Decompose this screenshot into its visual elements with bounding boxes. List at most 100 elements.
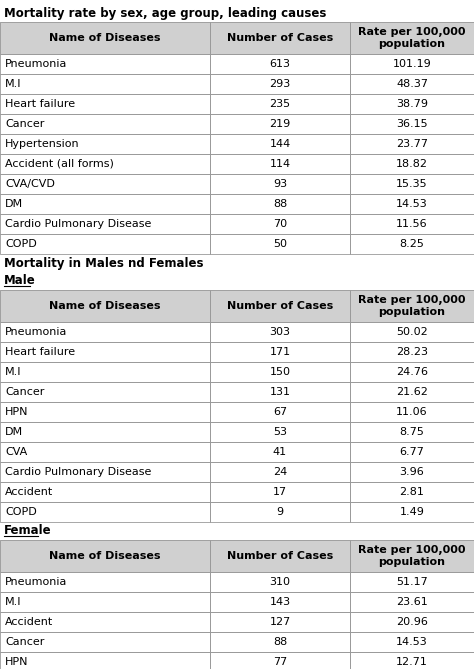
Bar	[210, 22, 350, 54]
Bar	[350, 74, 474, 94]
Text: M.I: M.I	[5, 79, 21, 89]
Bar	[350, 652, 474, 669]
Text: 101.19: 101.19	[392, 59, 431, 69]
Bar	[210, 114, 350, 134]
Text: Rate per 100,000
population: Rate per 100,000 population	[358, 545, 466, 567]
Bar	[0, 154, 210, 174]
Bar	[0, 442, 210, 462]
Text: 48.37: 48.37	[396, 79, 428, 89]
Text: 36.15: 36.15	[396, 119, 428, 129]
Text: 77: 77	[273, 657, 287, 667]
Text: M.I: M.I	[5, 597, 21, 607]
Bar	[210, 290, 350, 322]
Bar	[0, 234, 210, 254]
Text: Heart failure: Heart failure	[5, 99, 75, 109]
Text: 171: 171	[269, 347, 291, 357]
Bar	[210, 342, 350, 362]
Text: Name of Diseases: Name of Diseases	[49, 551, 161, 561]
Bar	[210, 194, 350, 214]
Bar	[0, 342, 210, 362]
Bar	[210, 540, 350, 572]
Text: 219: 219	[269, 119, 291, 129]
Bar	[0, 22, 210, 54]
Bar	[0, 74, 210, 94]
Text: 51.17: 51.17	[396, 577, 428, 587]
Text: 310: 310	[270, 577, 291, 587]
Bar	[210, 362, 350, 382]
Bar	[350, 94, 474, 114]
Text: 150: 150	[270, 367, 291, 377]
Bar	[350, 572, 474, 592]
Text: 11.06: 11.06	[396, 407, 428, 417]
Bar	[350, 22, 474, 54]
Bar	[210, 322, 350, 342]
Text: 303: 303	[270, 327, 291, 337]
Bar	[210, 214, 350, 234]
Bar	[350, 54, 474, 74]
Bar	[210, 290, 350, 322]
Bar	[0, 174, 210, 194]
Text: 6.77: 6.77	[400, 447, 424, 457]
Bar	[0, 290, 210, 322]
Bar	[210, 592, 350, 612]
Bar	[0, 540, 210, 572]
Text: Rate per 100,000
population: Rate per 100,000 population	[358, 295, 466, 317]
Text: 50.02: 50.02	[396, 327, 428, 337]
Bar	[350, 22, 474, 54]
Text: 23.77: 23.77	[396, 139, 428, 149]
Bar	[0, 612, 210, 632]
Text: Accident (all forms): Accident (all forms)	[5, 159, 114, 169]
Text: Number of Cases: Number of Cases	[227, 33, 333, 43]
Bar	[0, 362, 210, 382]
Bar	[350, 632, 474, 652]
Text: 53: 53	[273, 427, 287, 437]
Bar	[0, 652, 210, 669]
Text: 15.35: 15.35	[396, 179, 428, 189]
Text: Cancer: Cancer	[5, 119, 45, 129]
Text: 18.82: 18.82	[396, 159, 428, 169]
Text: DM: DM	[5, 199, 23, 209]
Text: 8.75: 8.75	[400, 427, 424, 437]
Bar	[350, 194, 474, 214]
Bar	[0, 114, 210, 134]
Text: 1.49: 1.49	[400, 507, 424, 517]
Bar	[0, 422, 210, 442]
Text: Pneumonia: Pneumonia	[5, 59, 67, 69]
Text: 50: 50	[273, 239, 287, 249]
Text: HPN: HPN	[5, 657, 28, 667]
Bar	[350, 290, 474, 322]
Text: 88: 88	[273, 637, 287, 647]
Text: 28.23: 28.23	[396, 347, 428, 357]
Bar	[210, 154, 350, 174]
Text: 17: 17	[273, 487, 287, 497]
Text: 38.79: 38.79	[396, 99, 428, 109]
Text: Accident: Accident	[5, 487, 53, 497]
Bar	[0, 572, 210, 592]
Bar	[210, 94, 350, 114]
Text: 613: 613	[270, 59, 291, 69]
Text: 23.61: 23.61	[396, 597, 428, 607]
Text: Heart failure: Heart failure	[5, 347, 75, 357]
Text: Cancer: Cancer	[5, 637, 45, 647]
Bar	[350, 362, 474, 382]
Bar	[350, 174, 474, 194]
Text: Rate per 100,000
population: Rate per 100,000 population	[358, 27, 466, 49]
Text: 9: 9	[276, 507, 283, 517]
Bar	[0, 22, 210, 54]
Bar	[210, 174, 350, 194]
Bar	[0, 462, 210, 482]
Bar	[350, 290, 474, 322]
Text: 20.96: 20.96	[396, 617, 428, 627]
Text: 67: 67	[273, 407, 287, 417]
Text: COPD: COPD	[5, 507, 37, 517]
Bar	[210, 502, 350, 522]
Bar	[0, 592, 210, 612]
Text: 12.71: 12.71	[396, 657, 428, 667]
Bar	[350, 322, 474, 342]
Text: 293: 293	[269, 79, 291, 89]
Text: 11.56: 11.56	[396, 219, 428, 229]
Text: Cancer: Cancer	[5, 387, 45, 397]
Bar	[350, 422, 474, 442]
Bar	[210, 234, 350, 254]
Bar	[210, 572, 350, 592]
